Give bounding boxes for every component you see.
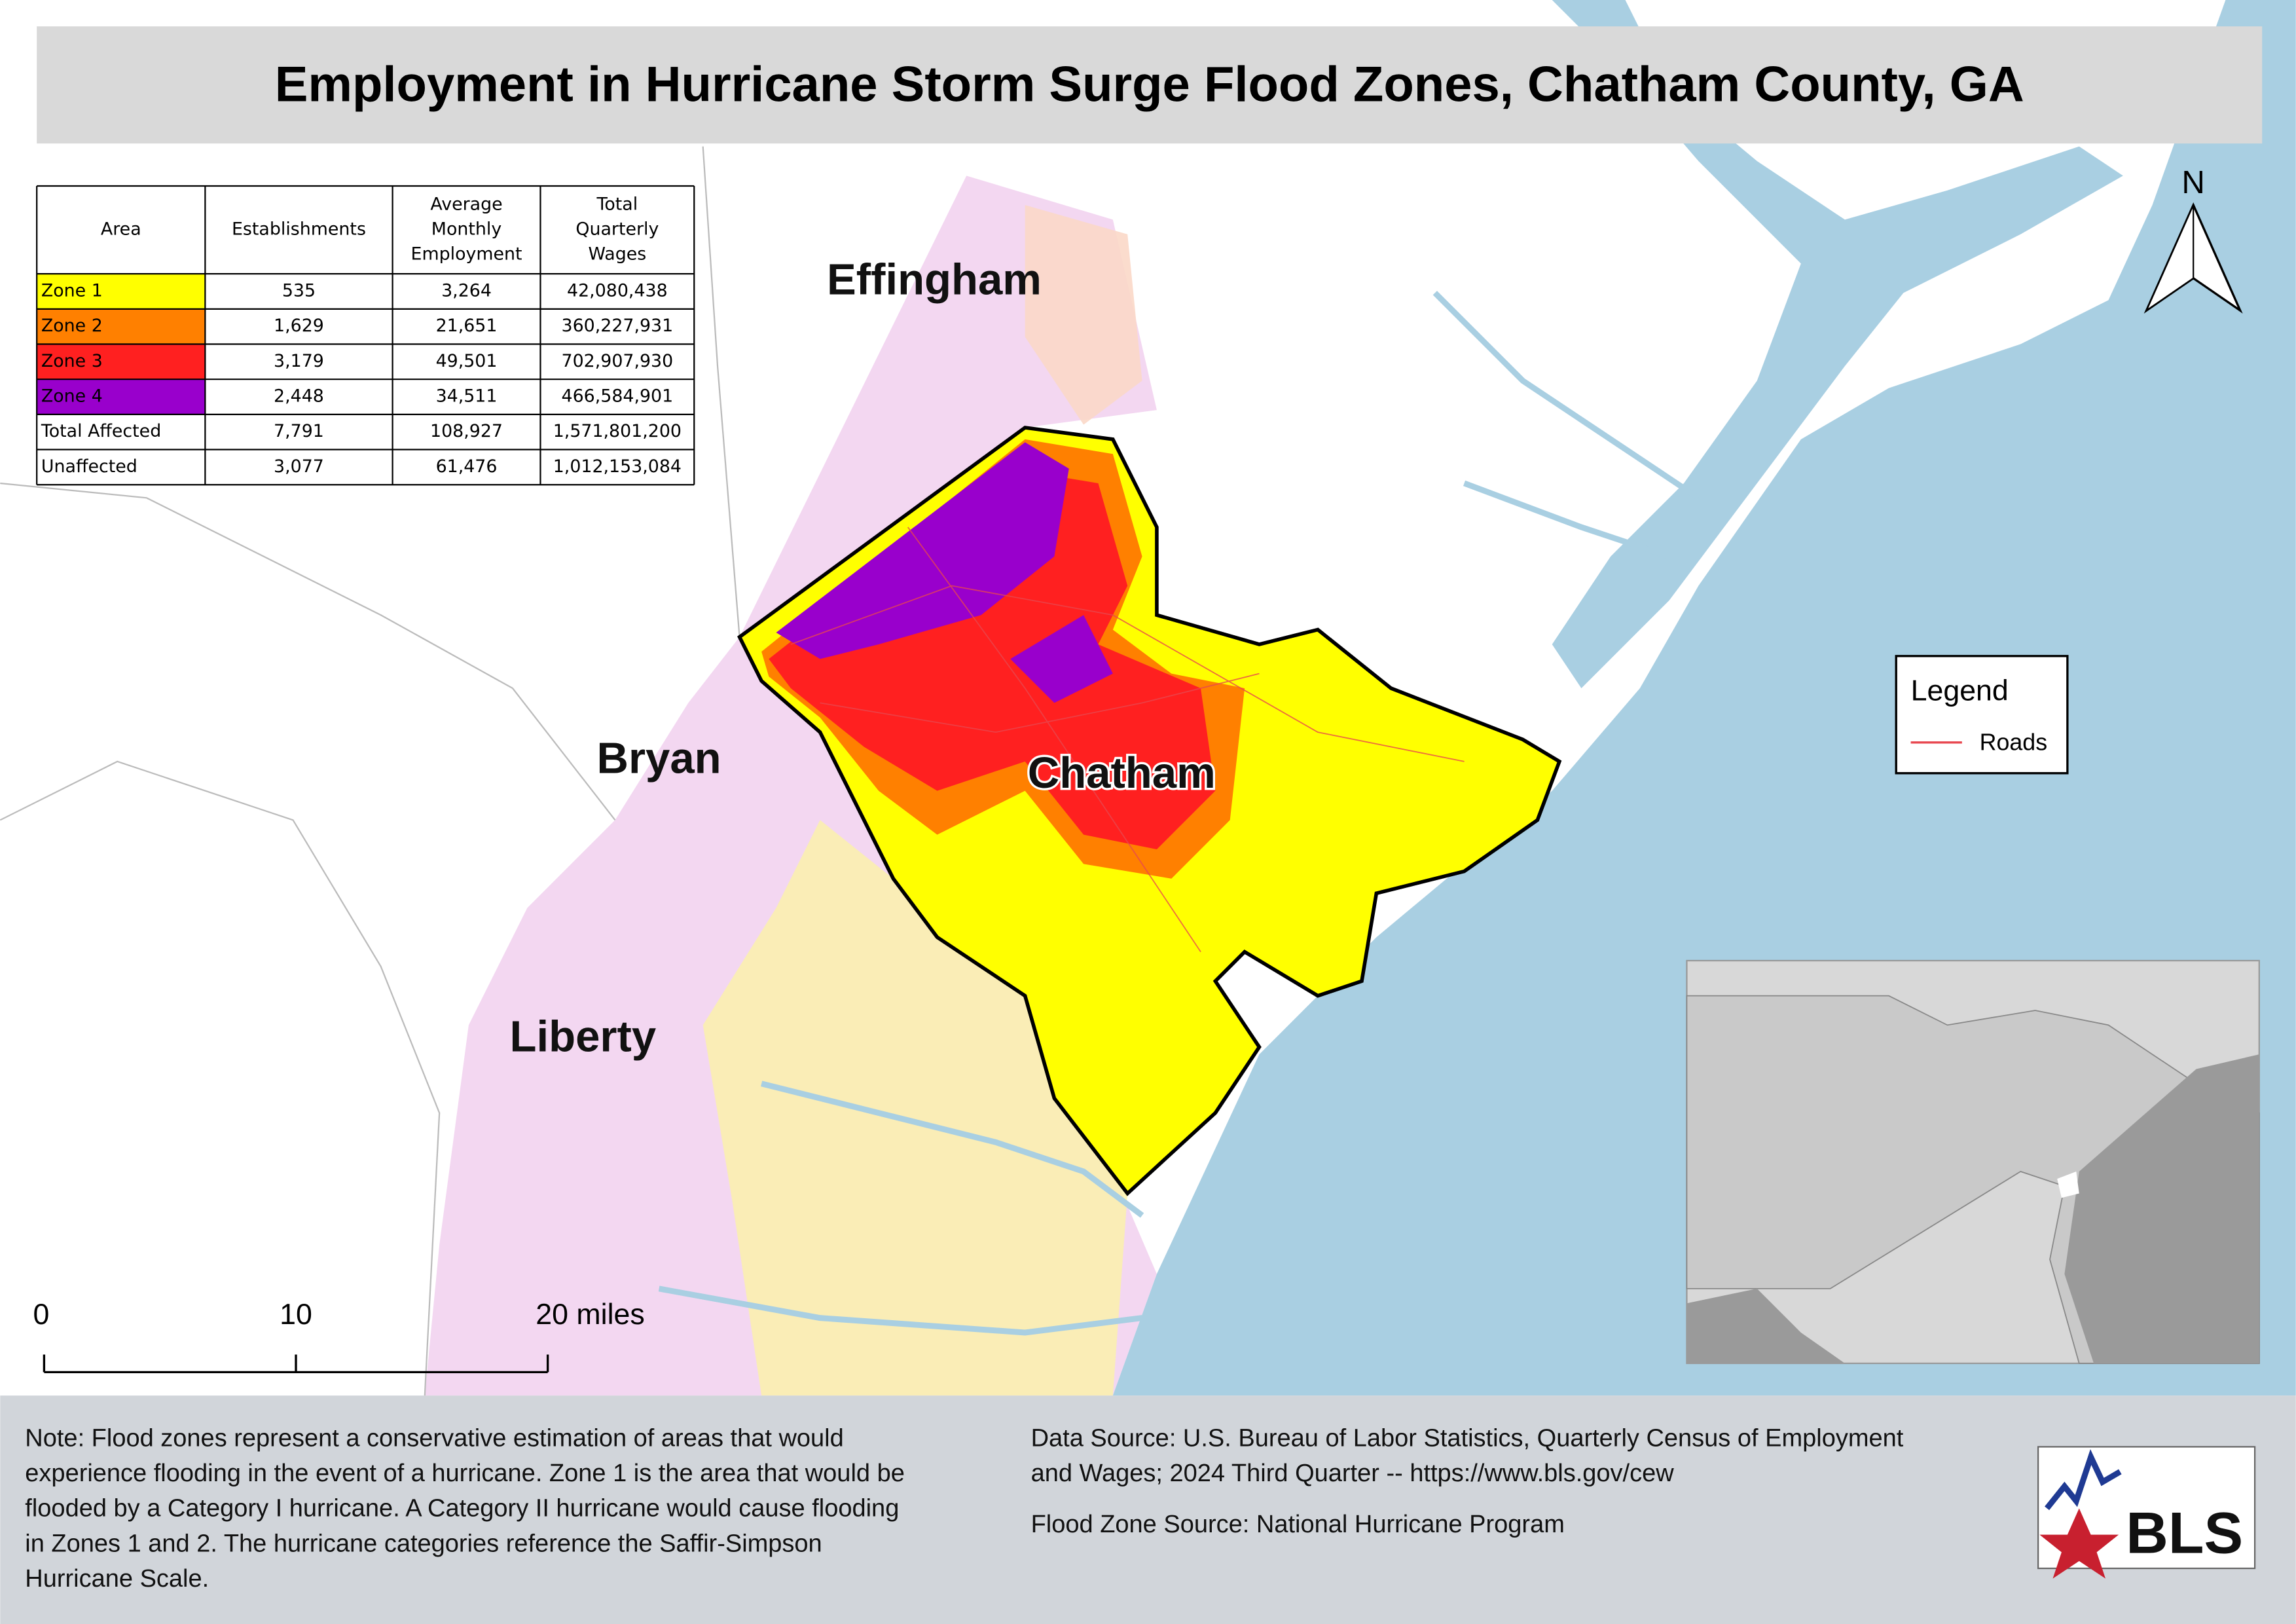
table-cell: 21,651	[436, 316, 498, 336]
flood-source: Flood Zone Source: National Hurricane Pr…	[1031, 1511, 1565, 1538]
note-line: Note: Flood zones represent a conservati…	[25, 1424, 843, 1452]
zone-4-area	[776, 442, 1069, 659]
roads	[790, 526, 1465, 953]
table-cell: 702,907,930	[562, 351, 674, 371]
legend-label: Roads	[1980, 729, 2047, 755]
river	[1432, 291, 1700, 501]
row-label: Zone 2	[41, 316, 103, 336]
rivers	[658, 291, 1700, 1336]
inset-ocean	[2064, 1054, 2259, 1363]
inset-chatham	[2057, 1171, 2079, 1198]
zone-swatch	[37, 274, 206, 309]
flood-area-effingham	[1025, 205, 1142, 425]
logo-star	[2039, 1508, 2119, 1579]
county-border	[0, 482, 616, 821]
table-cell: 7,791	[274, 421, 324, 441]
scale-label: 20 miles	[536, 1299, 645, 1331]
table-header: Employment	[411, 244, 522, 265]
county-label: Liberty	[509, 1012, 656, 1061]
table-cell: 1,629	[274, 316, 324, 336]
county-label: Chatham	[1028, 748, 1216, 798]
table-header: Quarterly	[575, 219, 659, 240]
flood-area-yellow	[702, 820, 1128, 1396]
scale-bar: 0 10 20 miles	[33, 1299, 645, 1374]
footer	[0, 1395, 2296, 1624]
table-cell: 360,227,931	[562, 316, 674, 336]
legend-items: Roads	[1910, 729, 2047, 755]
note-line: Hurricane Scale.	[25, 1565, 209, 1593]
county-border	[702, 146, 740, 637]
logo-box	[2037, 1446, 2256, 1570]
table-cell: 1,012,153,084	[553, 456, 682, 477]
table-cell: 2,448	[274, 386, 324, 407]
row-label: Unaffected	[41, 456, 137, 477]
river	[1463, 480, 1671, 560]
table-cell: 3,179	[274, 351, 324, 371]
zone-3-area	[769, 468, 1216, 850]
table-cell: 49,501	[436, 351, 498, 371]
scale-label: 10	[280, 1299, 312, 1331]
row-label: Total Affected	[41, 421, 161, 441]
river	[658, 1285, 1143, 1336]
legend-title: Legend	[1911, 675, 2009, 707]
data-source-line: and Wages; 2024 Third Quarter -- https:/…	[1031, 1460, 1675, 1487]
county-label: Bryan	[597, 734, 721, 783]
title: Employment in Hurricane Storm Surge Floo…	[275, 56, 2024, 112]
sound	[1552, 0, 2123, 689]
table-cell: 42,080,438	[567, 281, 668, 301]
table-cell: 535	[282, 281, 316, 301]
county-borders	[0, 146, 740, 1396]
county-border	[0, 760, 441, 1396]
table-header: Wages	[588, 244, 646, 265]
table-cell: 1,571,801,200	[553, 421, 682, 441]
table-header: Area	[101, 219, 141, 240]
zone-swatch	[37, 308, 206, 344]
county-label: Effingham	[827, 255, 1042, 304]
table-header: Monthly	[431, 219, 502, 240]
row-label: Zone 4	[41, 386, 103, 407]
summary-table: Area Establishments Average Monthly Employme…	[36, 185, 695, 486]
table-cell: 466,584,901	[562, 386, 674, 407]
road	[790, 585, 1465, 762]
zone-swatch	[37, 344, 206, 380]
logo-text: BLS	[2126, 1500, 2243, 1566]
row-label: Zone 3	[41, 351, 103, 371]
zone-swatch	[37, 379, 206, 415]
road	[820, 673, 1260, 733]
table-cell: 34,511	[436, 386, 498, 407]
notes: Note: Flood zones represent a conservati…	[25, 1424, 1903, 1593]
legend-box	[1895, 655, 2069, 775]
inset-gulf	[1686, 1288, 1845, 1363]
note-line: in Zones 1 and 2. The hurricane categori…	[25, 1530, 822, 1557]
table-header: Average	[430, 194, 502, 215]
table-cell: 3,264	[441, 281, 492, 301]
note-line: flooded by a Category I hurricane. A Cat…	[25, 1495, 899, 1522]
river	[761, 1080, 1144, 1218]
table-cell: 108,927	[430, 421, 503, 441]
title-bar	[37, 26, 2263, 144]
table-cell: 3,077	[274, 456, 324, 477]
table-header: Total	[596, 194, 638, 215]
row-label: Zone 1	[41, 281, 103, 301]
zone-4-area	[1010, 615, 1113, 703]
road	[907, 526, 1201, 953]
county-labels: Effingham Bryan Chatham Liberty	[509, 255, 1218, 1061]
north-label: N	[2181, 164, 2205, 200]
note-line: experience flooding in the event of a hu…	[25, 1460, 905, 1487]
table-cell: 61,476	[436, 456, 498, 477]
logo-graph	[2045, 1449, 2122, 1511]
north-arrow-half	[2144, 204, 2195, 313]
scale-label: 0	[33, 1299, 49, 1331]
data-source-line: Data Source: U.S. Bureau of Labor Statis…	[1031, 1424, 1904, 1452]
table-header: Establishments	[232, 219, 366, 240]
